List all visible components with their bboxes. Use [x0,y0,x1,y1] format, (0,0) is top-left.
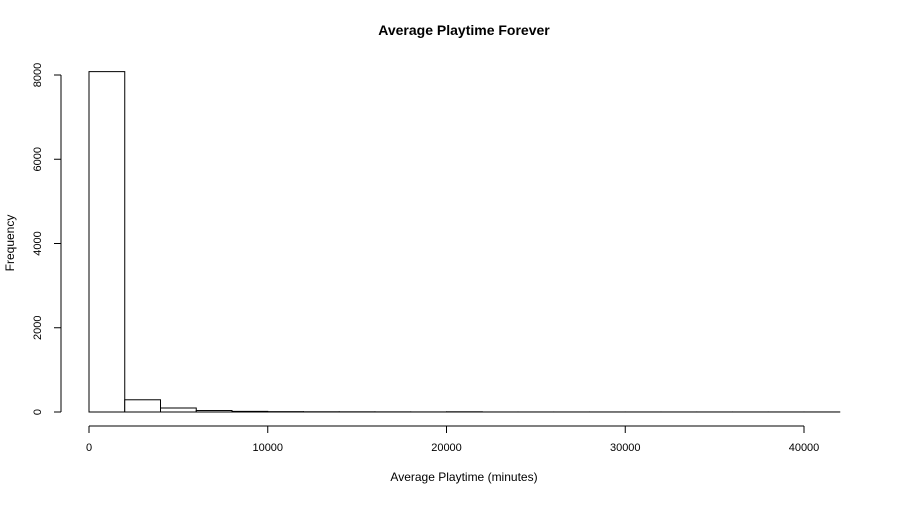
histogram-bar-2 [161,408,197,412]
y-axis-label: Frequency [3,215,17,272]
y-tick-label-0: 0 [32,409,44,415]
x-tick-label-0: 0 [86,442,92,454]
histogram-bars [89,72,840,412]
y-tick-label-1: 2000 [32,316,44,340]
x-tick-label-3: 30000 [610,442,641,454]
y-tick-label-3: 6000 [32,147,44,171]
y-tick-label-4: 8000 [32,63,44,87]
histogram-bar-4 [232,411,268,412]
histogram-bar-0 [89,72,125,412]
chart-title: Average Playtime Forever [378,22,550,38]
x-tick-label-1: 10000 [252,442,283,454]
x-axis: 0 10000 20000 30000 40000 [86,426,819,454]
y-axis: 0 2000 4000 6000 8000 [32,63,61,415]
x-tick-label-4: 40000 [789,442,820,454]
histogram-bar-1 [125,400,161,412]
x-axis-label: Average Playtime (minutes) [390,470,537,484]
histogram-bar-3 [196,411,232,412]
x-tick-label-2: 20000 [431,442,462,454]
y-tick-label-2: 4000 [32,231,44,255]
